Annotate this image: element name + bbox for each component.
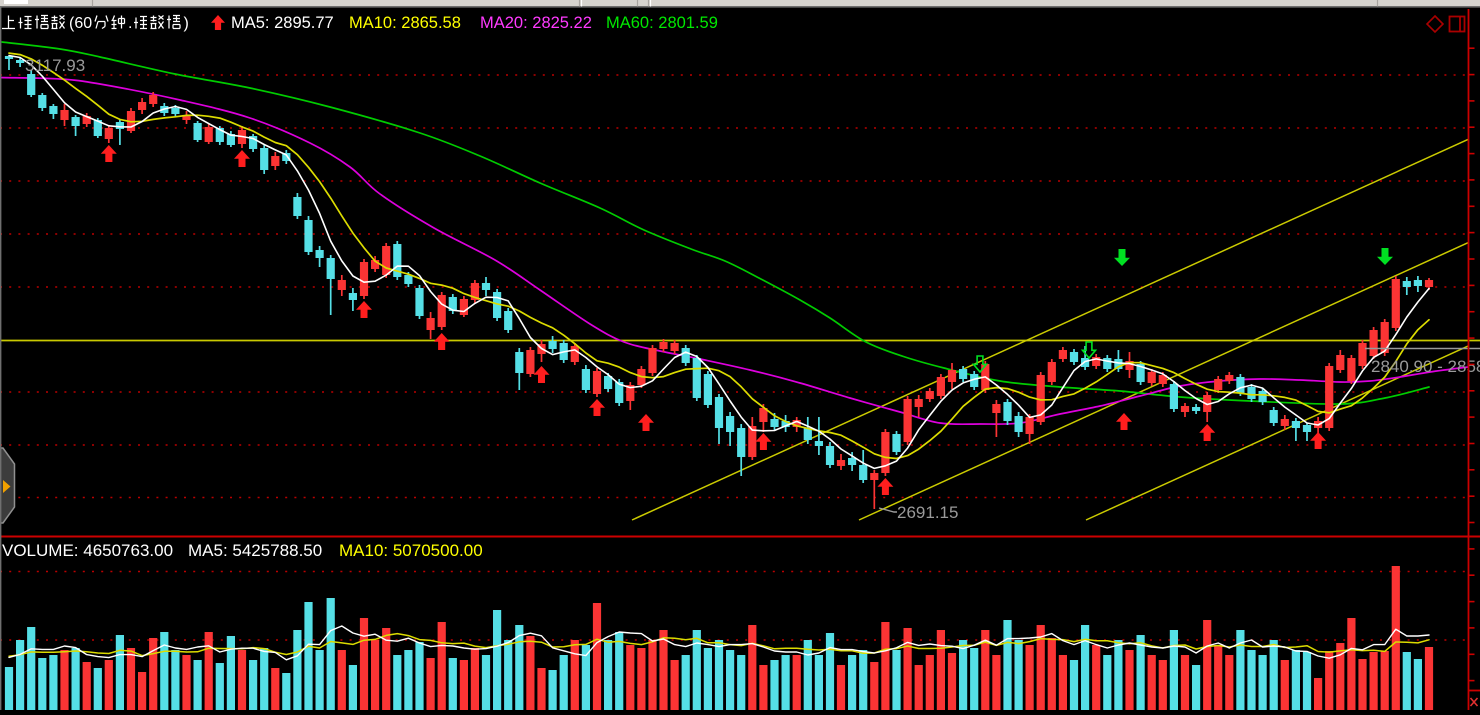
- svg-text:MA5: 5425788.50: MA5: 5425788.50: [188, 541, 322, 560]
- svg-text:(60: (60: [69, 15, 92, 32]
- svg-text:2840.90 - 2858.62: 2840.90 - 2858.62: [1371, 357, 1480, 376]
- svg-text:): ): [184, 15, 189, 32]
- svg-text:MA20: 2825.22: MA20: 2825.22: [480, 14, 592, 32]
- svg-text:MA60: 2801.59: MA60: 2801.59: [606, 14, 718, 32]
- svg-text:.: .: [128, 15, 132, 32]
- svg-text:MA10: 5070500.00: MA10: 5070500.00: [339, 541, 483, 560]
- svg-text:MA10: 2865.58: MA10: 2865.58: [349, 14, 461, 32]
- svg-text:2691.15: 2691.15: [897, 503, 958, 522]
- svg-text:VOLUME: 4650763.00: VOLUME: 4650763.00: [2, 541, 173, 560]
- svg-text:MA5: 2895.77: MA5: 2895.77: [231, 14, 334, 32]
- svg-text:3117.93: 3117.93: [25, 56, 85, 75]
